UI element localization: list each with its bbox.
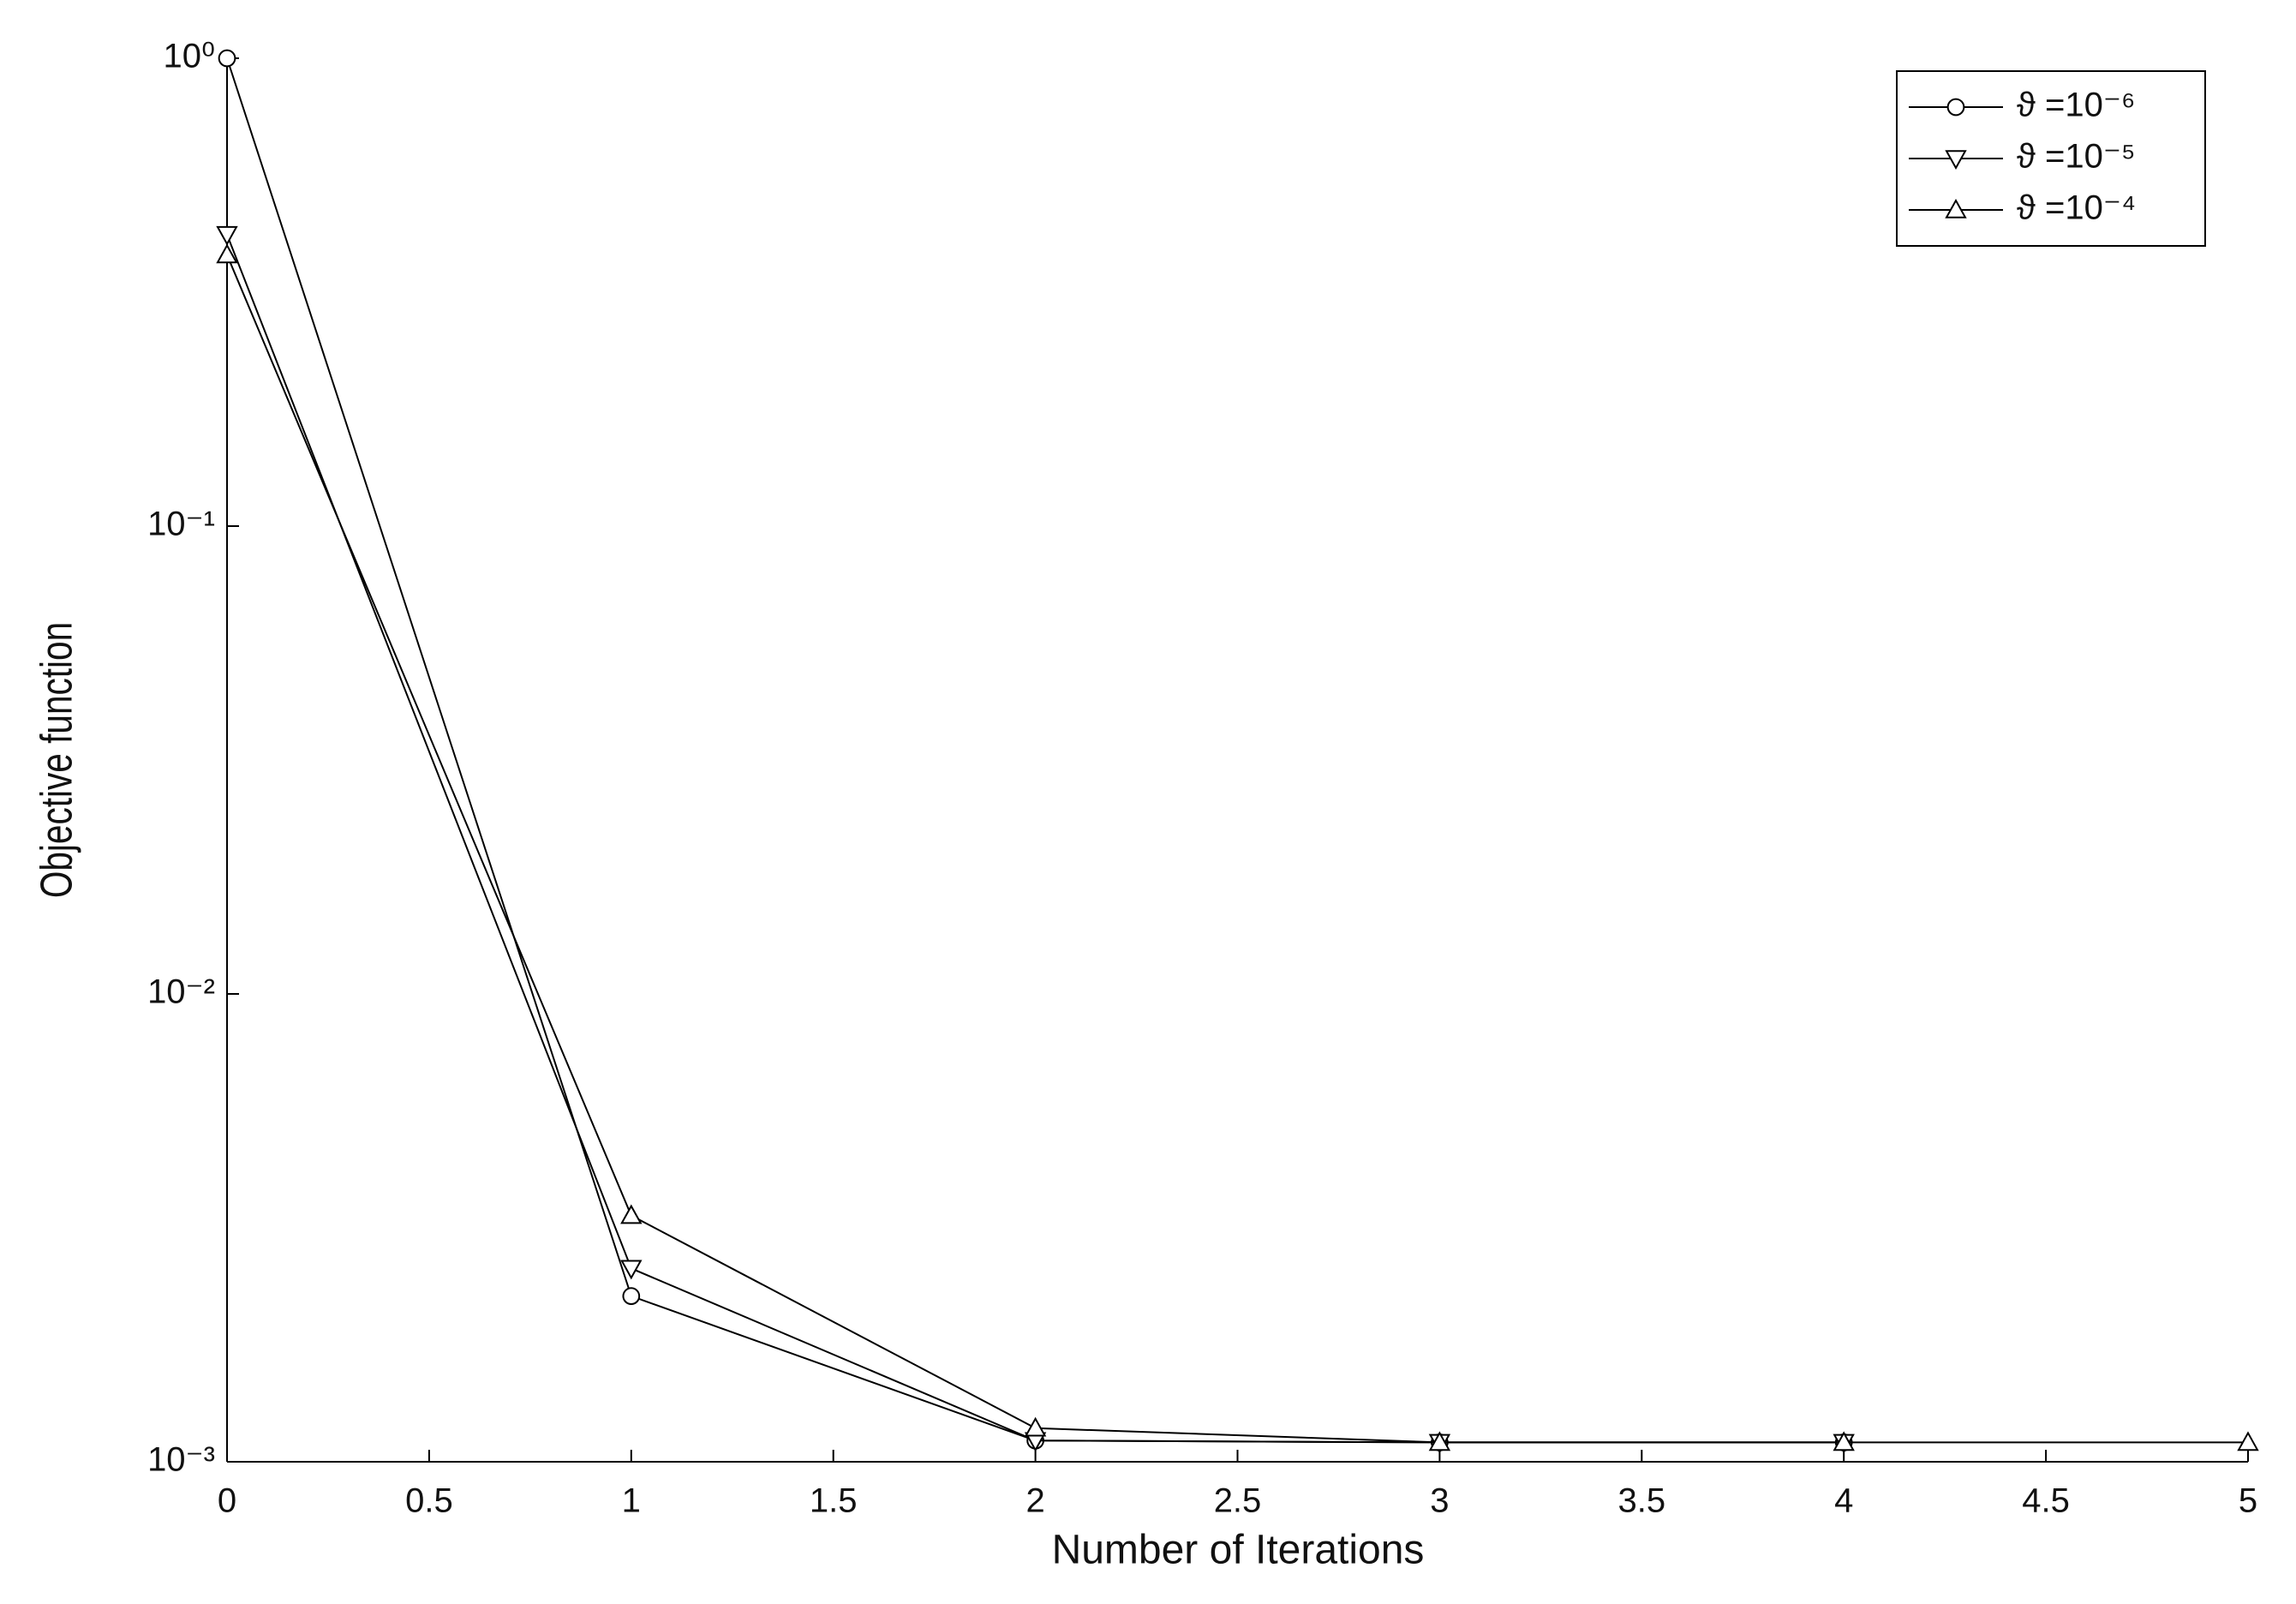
x-tick-label: 0.5 [405, 1482, 453, 1520]
data-point [620, 1260, 643, 1280]
x-tick-label: 4 [1834, 1482, 1853, 1520]
y-tick-label: 10⁻³ [147, 1441, 215, 1479]
x-tick-label: 2 [1025, 1482, 1044, 1520]
y-axis-label: Objective function [32, 622, 81, 898]
legend-marker [1945, 150, 1967, 171]
x-tick-label: 0 [218, 1482, 236, 1520]
data-point [2237, 1431, 2259, 1451]
x-tick-label: 5 [2239, 1482, 2257, 1520]
x-tick-label: 2.5 [1214, 1482, 1262, 1520]
legend-marker [1945, 198, 1967, 218]
data-point [1024, 1416, 1047, 1437]
legend-marker [1946, 98, 1965, 117]
data-point [216, 225, 238, 246]
x-tick-label: 3 [1430, 1482, 1449, 1520]
series-line [226, 57, 1845, 1444]
data-point [1428, 1431, 1451, 1451]
x-tick-label: 3.5 [1617, 1482, 1665, 1520]
x-tick-label: 1.5 [810, 1482, 858, 1520]
data-point [622, 1287, 641, 1306]
data-point [216, 243, 238, 264]
y-tick-label: 10⁰ [163, 38, 215, 75]
data-point [218, 49, 236, 68]
legend-label: ϑ =10⁻⁵ [2017, 138, 2136, 176]
x-tick-label: 1 [622, 1482, 641, 1520]
legend-label: ϑ =10⁻⁶ [2017, 87, 2135, 124]
x-tick-label: 4.5 [2022, 1482, 2070, 1520]
data-point [1833, 1431, 1855, 1451]
legend-label: ϑ =10⁻⁴ [2017, 189, 2136, 227]
series-line [226, 254, 2248, 1444]
data-point [620, 1204, 643, 1224]
series-line [226, 234, 1845, 1444]
y-tick-label: 10⁻¹ [147, 506, 215, 543]
x-axis-label: Number of Iterations [1052, 1528, 1425, 1573]
y-tick-label: 10⁻² [147, 973, 215, 1011]
